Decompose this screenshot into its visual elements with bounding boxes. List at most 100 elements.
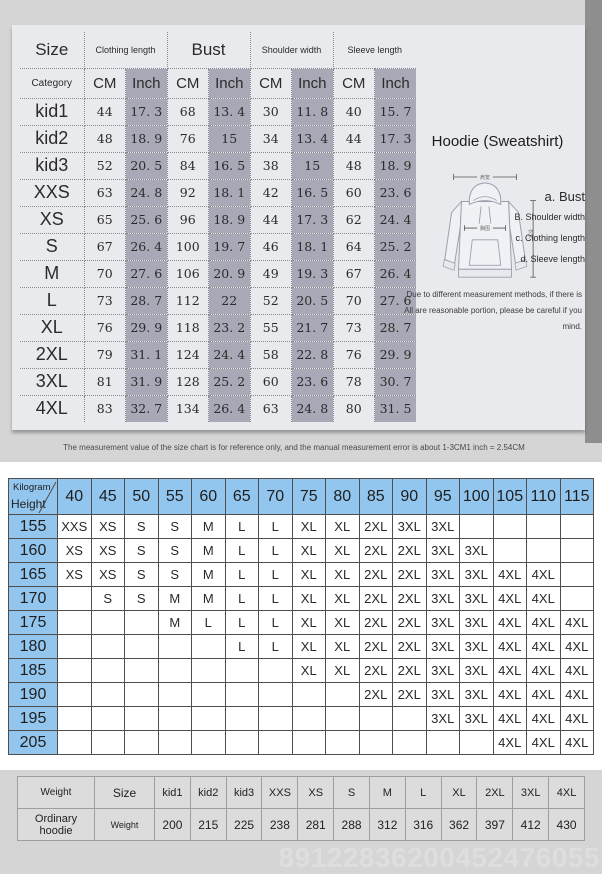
size-chart-cell: 18. 9: [374, 151, 416, 180]
hoodie-illustration: 肩宽 胸围 衣长: [442, 172, 537, 278]
matrix-cell: 2XL: [358, 658, 393, 683]
matrix-cell: 3XL: [425, 706, 460, 731]
matrix-cell: 3XL: [392, 514, 427, 539]
size-chart-cell: 30. 7: [374, 367, 416, 396]
size-chart-cell: 31. 9: [125, 367, 168, 396]
size-chart-cell: 46: [249, 232, 292, 261]
size-chart-unit-header: CM: [249, 67, 292, 99]
size-chart-row: 4XL 83 32. 7 134 26. 4 63 24. 8 80 31. 5: [20, 394, 416, 422]
weight-table-value-cell: 225: [225, 808, 263, 841]
measurement-legend: a. Bust B. Shoulder width c. Clothing le…: [490, 189, 585, 275]
matrix-cell: 3XL: [459, 586, 494, 611]
matrix-height-label: 170: [8, 586, 58, 611]
size-chart-cell: 38: [249, 151, 292, 180]
size-chart-cell: 40: [332, 97, 375, 126]
weight-table-value-cell: 316: [404, 808, 442, 841]
size-chart-cell: 63: [249, 394, 292, 422]
size-chart-group-header: Size: [20, 32, 85, 69]
matrix-cell: [124, 730, 159, 755]
size-chart-cell: 18. 1: [291, 232, 334, 261]
matrix-cell: 2XL: [358, 634, 393, 659]
matrix-cell: [325, 730, 360, 755]
matrix-cell: XL: [325, 586, 360, 611]
matrix-cell: M: [191, 586, 226, 611]
matrix-cell: 3XL: [459, 610, 494, 635]
matrix-cell: 2XL: [392, 682, 427, 707]
matrix-cell: [191, 658, 226, 683]
watermark-number: 89122836200452476055: [278, 842, 600, 873]
size-chart-cell: 27. 6: [125, 259, 168, 288]
matrix-cell: XS: [90, 562, 125, 587]
size-chart-cell: 20. 5: [125, 151, 168, 180]
size-chart-cell: 23. 2: [208, 313, 251, 342]
size-chart-cell: 20. 5: [291, 286, 334, 315]
weight-table-value-cell: 362: [440, 808, 478, 841]
weight-table-value-cell: 288: [333, 808, 370, 841]
matrix-cell: 3XL: [425, 562, 460, 587]
matrix-row: 165 XS XS S S M L L XL XL 2XL 2XL 3XL 3XL 4XL 4XL: [8, 562, 594, 587]
matrix-cell: XL: [325, 610, 360, 635]
matrix-cell: [425, 730, 460, 755]
matrix-cell: L: [258, 610, 293, 635]
size-chart-cell: 83: [83, 394, 126, 422]
matrix-cell: 2XL: [358, 586, 393, 611]
size-chart-cell: 52: [83, 151, 126, 180]
size-chart-cell: 49: [249, 259, 292, 288]
matrix-cell: 3XL: [425, 658, 460, 683]
matrix-cell: XL: [291, 562, 326, 587]
weight-table-header-cell: L: [404, 776, 442, 809]
legend-sleeve-length: d. Sleeve length: [520, 254, 585, 264]
hoodie-left-cuff: [442, 258, 456, 271]
matrix-cell: [291, 682, 326, 707]
size-label: kid3: [20, 151, 85, 180]
matrix-cell: 4XL: [526, 562, 561, 587]
size-chart-cell: 128: [166, 367, 209, 396]
size-chart-cell: 31. 1: [125, 340, 168, 369]
size-chart-group-header: Bust: [166, 32, 251, 69]
matrix-cell: M: [157, 610, 192, 635]
matrix-cell: L: [258, 586, 293, 611]
matrix-cell: 4XL: [559, 730, 594, 755]
matrix-cell: [90, 658, 125, 683]
matrix-cell: M: [191, 514, 226, 539]
weight-table-value-row: Ordinary hoodie Weight 200 215 225 238 281 288 3…: [17, 808, 585, 841]
weight-table-header-cell: Size: [94, 776, 155, 809]
size-chart-cell: 24. 4: [208, 340, 251, 369]
matrix-cell: M: [191, 562, 226, 587]
matrix-cell: 2XL: [392, 610, 427, 635]
matrix-cell: [124, 706, 159, 731]
matrix-cell: XL: [325, 634, 360, 659]
matrix-cell: L: [191, 610, 226, 635]
size-chart-cell: 79: [83, 340, 126, 369]
size-label: 4XL: [20, 394, 85, 422]
size-chart-row: XXS 63 24. 8 92 18. 1 42 16. 5 60 23. 6: [20, 178, 416, 207]
matrix-weight-header: 70: [258, 478, 293, 515]
matrix-cell: 4XL: [492, 586, 527, 611]
matrix-cell: [90, 610, 125, 635]
matrix-cell: 3XL: [425, 586, 460, 611]
size-chart-cell: 16. 5: [291, 178, 334, 207]
size-chart-cell: 48: [332, 151, 375, 180]
corner-kilogram-label: Kilogram: [13, 482, 51, 493]
matrix-row: 155 XXS XS S S M L L XL XL 2XL 3XL 3XL: [8, 514, 594, 539]
matrix-cell: [90, 730, 125, 755]
matrix-cell: [57, 658, 92, 683]
matrix-cell: L: [258, 538, 293, 563]
matrix-cell: [258, 730, 293, 755]
matrix-cell: 2XL: [392, 538, 427, 563]
size-chart-cell: 52: [249, 286, 292, 315]
size-chart-cell: 15: [291, 151, 334, 180]
matrix-weight-header: 50: [124, 478, 159, 515]
matrix-cell: [325, 682, 360, 707]
size-chart-cell: 100: [166, 232, 209, 261]
size-chart-cell: 96: [166, 205, 209, 234]
size-chart-row: 2XL 79 31. 1 124 24. 4 58 22. 8 76 29. 9: [20, 340, 416, 369]
matrix-cell: 4XL: [492, 682, 527, 707]
legend-bust: a. Bust: [544, 189, 585, 204]
matrix-cell: 3XL: [425, 634, 460, 659]
matrix-cell: XS: [90, 514, 125, 539]
size-chart-cell: 28. 7: [125, 286, 168, 315]
size-label: L: [20, 286, 85, 315]
size-chart-cell: 17. 3: [374, 124, 416, 153]
matrix-cell: [392, 730, 427, 755]
